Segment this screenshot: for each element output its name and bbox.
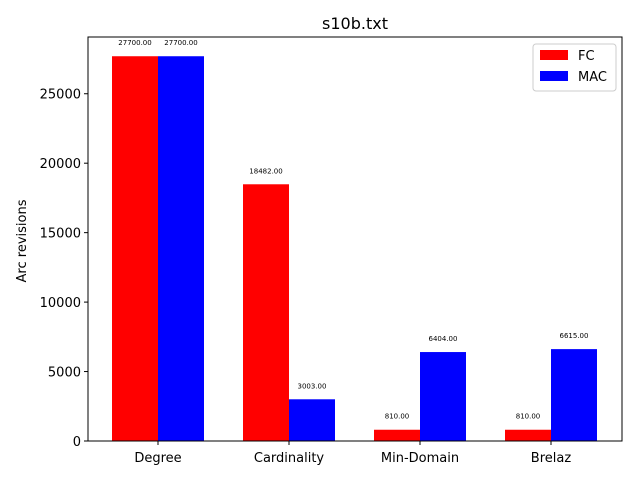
bar-fc-brelaz xyxy=(505,429,551,441)
x-tick-label: Min-Domain xyxy=(381,451,459,466)
data-label: 18482.00 xyxy=(249,167,282,175)
data-label: 27700.00 xyxy=(164,39,197,47)
plot-area: 27700.00 18482.00 810.00 810.00 27700.00 3003… xyxy=(40,39,597,466)
y-tick-label: 15000 xyxy=(40,227,81,242)
legend-label: MAC xyxy=(578,70,607,85)
data-label: 27700.00 xyxy=(118,39,151,47)
bar-mac-degree xyxy=(158,56,204,441)
bar-mac-min-domain xyxy=(420,352,466,441)
legend-label: FC xyxy=(578,49,595,64)
axes-frame xyxy=(87,36,623,442)
bar-mac-brelaz xyxy=(551,349,597,441)
x-tick-label: Brelaz xyxy=(531,451,572,466)
y-tick-label: 0 xyxy=(73,435,81,450)
bar-fc-cardinality xyxy=(243,184,289,441)
legend: FC MAC xyxy=(532,43,617,92)
bar-fc-degree xyxy=(112,56,158,441)
bar-mac-cardinality xyxy=(289,399,335,441)
y-tick-label: 10000 xyxy=(40,296,81,311)
x-tick-label: Cardinality xyxy=(254,451,325,466)
data-label: 6615.00 xyxy=(560,332,589,340)
y-tick-label: 25000 xyxy=(40,88,81,103)
data-label: 6404.00 xyxy=(429,335,458,343)
data-label: 810.00 xyxy=(516,413,541,421)
y-tick-label: 20000 xyxy=(40,157,81,172)
data-label: 810.00 xyxy=(385,413,410,421)
legend-swatch-fc xyxy=(540,50,568,60)
legend-swatch-mac xyxy=(540,71,568,81)
y-axis-label: Arc revisions xyxy=(15,199,30,282)
x-tick-label: Degree xyxy=(134,451,181,466)
chart-title: s10b.txt xyxy=(322,14,388,33)
y-tick-label: 5000 xyxy=(48,366,81,381)
data-label: 3003.00 xyxy=(298,382,327,390)
bar-fc-min-domain xyxy=(374,429,420,441)
